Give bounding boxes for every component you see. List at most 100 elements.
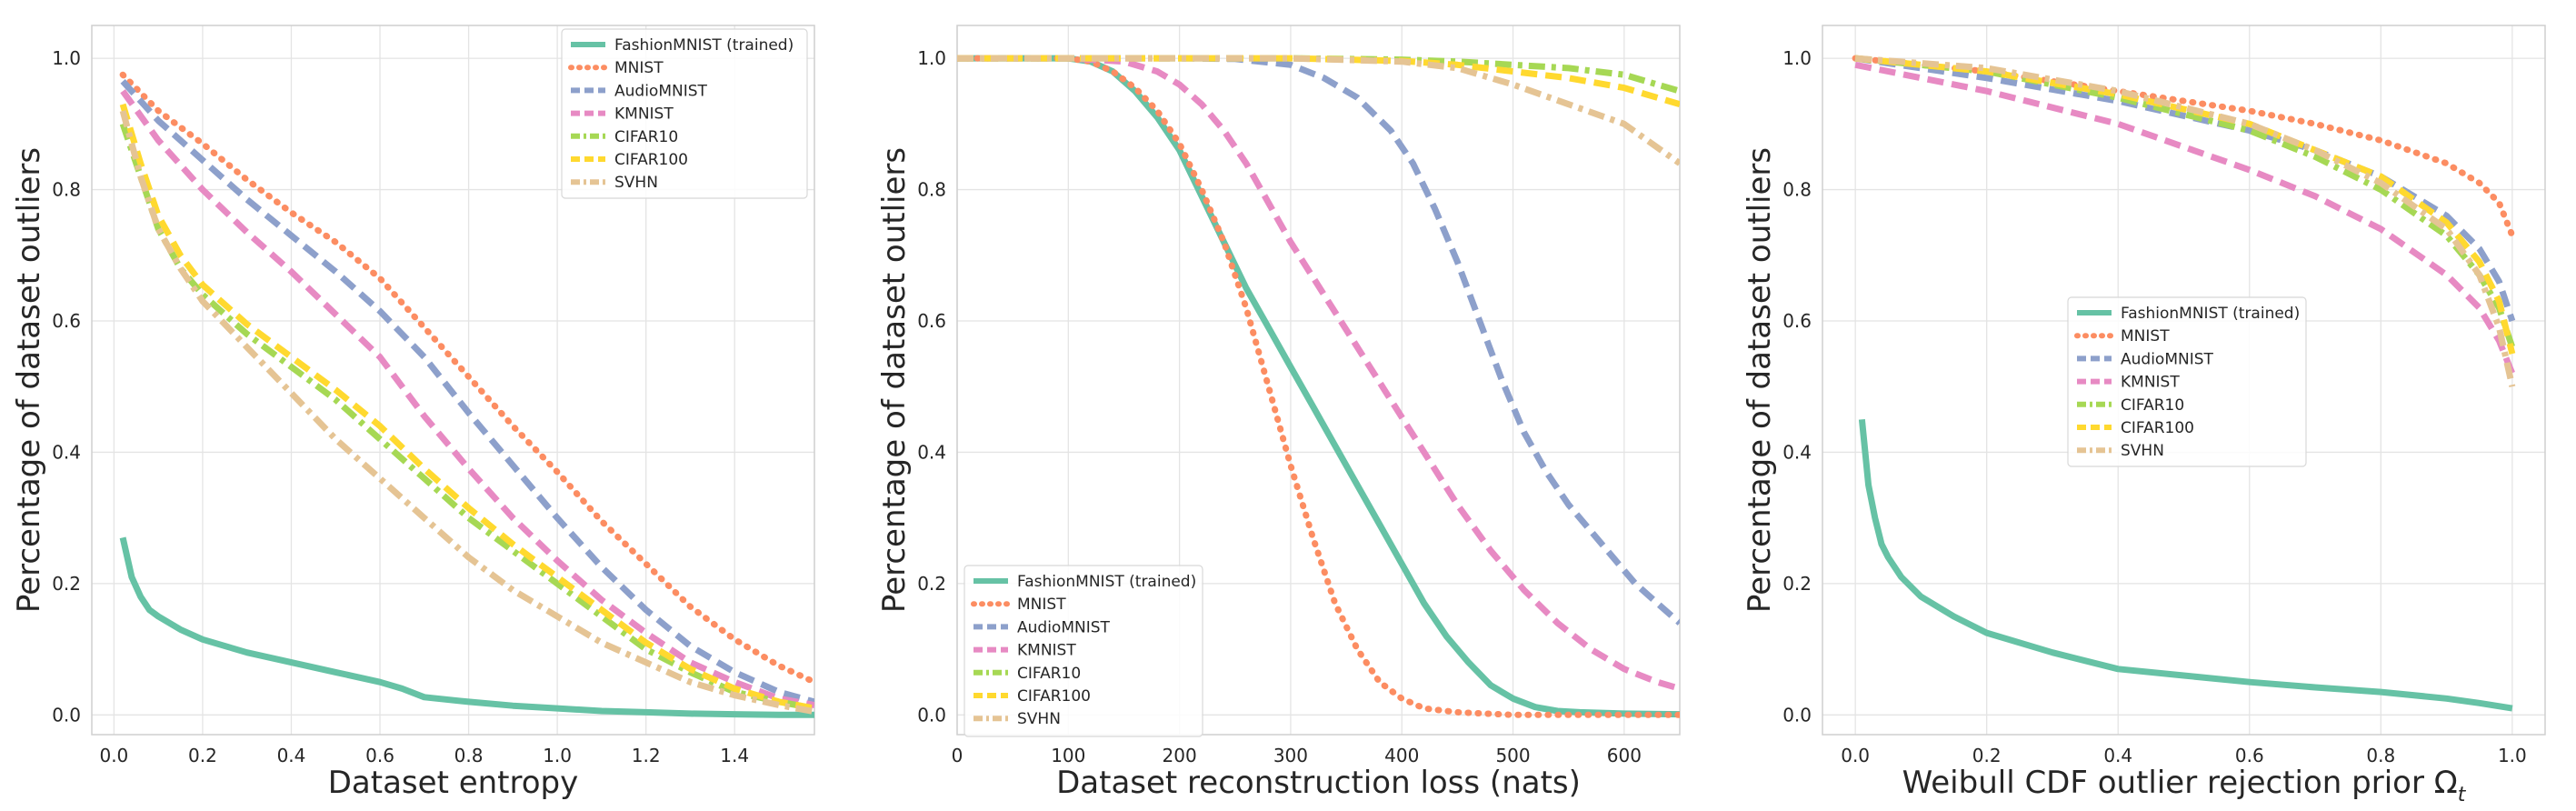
x-tick-label: 0.6 — [2235, 745, 2264, 766]
y-tick-label: 0.6 — [1782, 310, 1812, 332]
x-tick-label: 0.8 — [454, 745, 484, 766]
x-tick-label: 1.0 — [543, 745, 572, 766]
x-tick-label: 0.4 — [2103, 745, 2132, 766]
series-line-kmnist — [1854, 61, 2516, 375]
series-line-svhn — [119, 109, 814, 716]
series-line-kmnist — [120, 89, 814, 708]
chart-panel-3: 0.0 0.2 0.4 0.6 0.8 1.0 0.0 0.2 0.4 0.6 0.8 1.0 Weib… — [1742, 25, 2546, 806]
y-tick-label: 0.2 — [52, 573, 81, 595]
y-axis-label: Percentage of dataset outliers — [1742, 147, 1778, 613]
y-tick-label: 0.2 — [917, 573, 946, 595]
y-tick-label: 0.8 — [917, 179, 946, 201]
series-line-mnist — [119, 71, 814, 686]
legend-label-svhn: SVHN — [614, 174, 658, 192]
y-tick-label: 0.2 — [1782, 573, 1812, 595]
legend-label-svhn: SVHN — [1017, 710, 1061, 728]
series-line-svhn — [1854, 55, 2516, 387]
x-tick-label: 200 — [1163, 745, 1197, 766]
y-axis-label: Percentage of dataset outliers — [11, 147, 47, 613]
series-line-svhn — [957, 55, 1680, 166]
legend-label-mnist: MNIST — [2121, 327, 2170, 345]
x-tick-label: 0.4 — [277, 745, 306, 766]
legend-label-cifar10: CIFAR10 — [614, 128, 678, 146]
series-line-cifar10 — [957, 55, 1680, 95]
x-tick-label: 0.8 — [2366, 745, 2395, 766]
legend-label-kmnist: KMNIST — [614, 105, 674, 124]
legend: FashionMNIST (trained) MNIST AudioMNIST KMN… — [964, 565, 1203, 737]
x-axis-label: Dataset reconstruction loss (nats) — [1056, 765, 1581, 801]
legend-label-fashionmnist-trained: FashionMNIST (trained) — [1017, 573, 1196, 591]
legend-label-mnist: MNIST — [614, 59, 664, 77]
legend-label-cifar100: CIFAR100 — [1017, 687, 1091, 706]
y-tick-label: 1.0 — [1782, 47, 1812, 69]
x-axis-label-text: Dataset entropy — [328, 765, 579, 801]
legend: FashionMNIST (trained) MNIST AudioMNIST KMN… — [2067, 296, 2307, 467]
x-tick-label: 0.0 — [1841, 745, 1870, 766]
x-tick-label: 0.6 — [365, 745, 394, 766]
legend-label-audiomnist: AudioMNIST — [614, 82, 708, 100]
legend: FashionMNIST (trained) MNIST AudioMNIST KMN… — [561, 28, 808, 199]
y-axis-label: Percentage of dataset outliers — [876, 147, 913, 613]
legend-label-kmnist: KMNIST — [1017, 642, 1076, 660]
legend-label-fashionmnist-trained: FashionMNIST (trained) — [614, 36, 794, 55]
series-group — [957, 55, 1680, 718]
x-tick-label: 1.2 — [632, 745, 661, 766]
legend-label-cifar100: CIFAR100 — [614, 151, 688, 169]
y-tick-label: 0.6 — [917, 310, 946, 332]
chart-panel-1: 0.0 0.2 0.4 0.6 0.8 1.0 1.2 1.4 0.0 0.2 0.4 0.6 0.8 1… — [11, 25, 815, 801]
y-tick-label: 1.0 — [52, 47, 81, 69]
x-axis-label-text: Weibull CDF outlier rejection prior Ω — [1902, 765, 2458, 801]
x-axis-label: Dataset entropy — [328, 765, 579, 801]
series-line-cifar100 — [119, 103, 814, 712]
series-line-mnist — [957, 55, 1680, 718]
x-axis-label-subscript: t — [2458, 784, 2467, 806]
series-line-cifar100 — [957, 55, 1680, 108]
y-tick-label: 1.0 — [917, 47, 946, 69]
x-tick-label: 0 — [952, 745, 964, 766]
legend-label-kmnist: KMNIST — [2121, 374, 2180, 392]
series-line-cifar10 — [1854, 55, 2516, 349]
series-line-kmnist — [957, 55, 1680, 692]
x-tick-label: 0.2 — [1972, 745, 2002, 766]
y-tick-label: 0.8 — [1782, 179, 1812, 201]
legend-label-cifar10: CIFAR10 — [1017, 665, 1081, 683]
x-tick-label: 500 — [1495, 745, 1530, 766]
x-tick-label: 400 — [1384, 745, 1419, 766]
y-tick-label: 0.0 — [1782, 704, 1812, 726]
legend-label-audiomnist: AudioMNIST — [1017, 618, 1111, 636]
series-line-audiomnist — [120, 79, 814, 706]
legend-box — [561, 28, 808, 199]
x-tick-label: 1.4 — [720, 745, 749, 766]
series-group — [119, 71, 814, 718]
x-axis-label: Weibull CDF outlier rejection prior Ωt — [1902, 765, 2467, 806]
series-line-audiomnist — [957, 55, 1680, 626]
legend-label-cifar10: CIFAR10 — [2121, 396, 2184, 415]
legend-box — [964, 565, 1203, 737]
y-tick-label: 0.8 — [52, 179, 81, 201]
y-tick-label: 0.4 — [52, 441, 81, 463]
y-tick-label: 0.4 — [1782, 441, 1812, 463]
x-tick-label: 100 — [1051, 745, 1085, 766]
legend-label-fashionmnist-trained: FashionMNIST (trained) — [2121, 305, 2300, 323]
x-tick-label: 1.0 — [2498, 745, 2527, 766]
series-line-fashionmnist-trained — [119, 536, 814, 718]
y-tick-label: 0.6 — [52, 310, 81, 332]
x-tick-label: 0.0 — [99, 745, 128, 766]
x-tick-label: 300 — [1273, 745, 1308, 766]
chart-panel-2: 0 100 200 300 400 500 600 0.0 0.2 0.4 0.6 0.8 1.0 Dat… — [876, 25, 1681, 801]
legend-label-mnist: MNIST — [1017, 596, 1066, 614]
x-tick-label: 600 — [1607, 745, 1642, 766]
legend-label-svhn: SVHN — [2121, 442, 2164, 460]
y-tick-label: 0.4 — [917, 441, 946, 463]
axes-frame — [956, 25, 1681, 736]
y-tick-label: 0.0 — [917, 704, 946, 726]
axes-frame — [1822, 25, 2546, 736]
x-axis-label-text: Dataset reconstruction loss (nats) — [1056, 765, 1581, 801]
series-group — [1852, 55, 2516, 712]
legend-box — [2067, 296, 2307, 467]
x-tick-label: 0.2 — [188, 745, 217, 766]
axes-frame — [91, 25, 815, 736]
y-tick-label: 0.0 — [52, 704, 81, 726]
legend-label-cifar100: CIFAR100 — [2121, 419, 2194, 437]
